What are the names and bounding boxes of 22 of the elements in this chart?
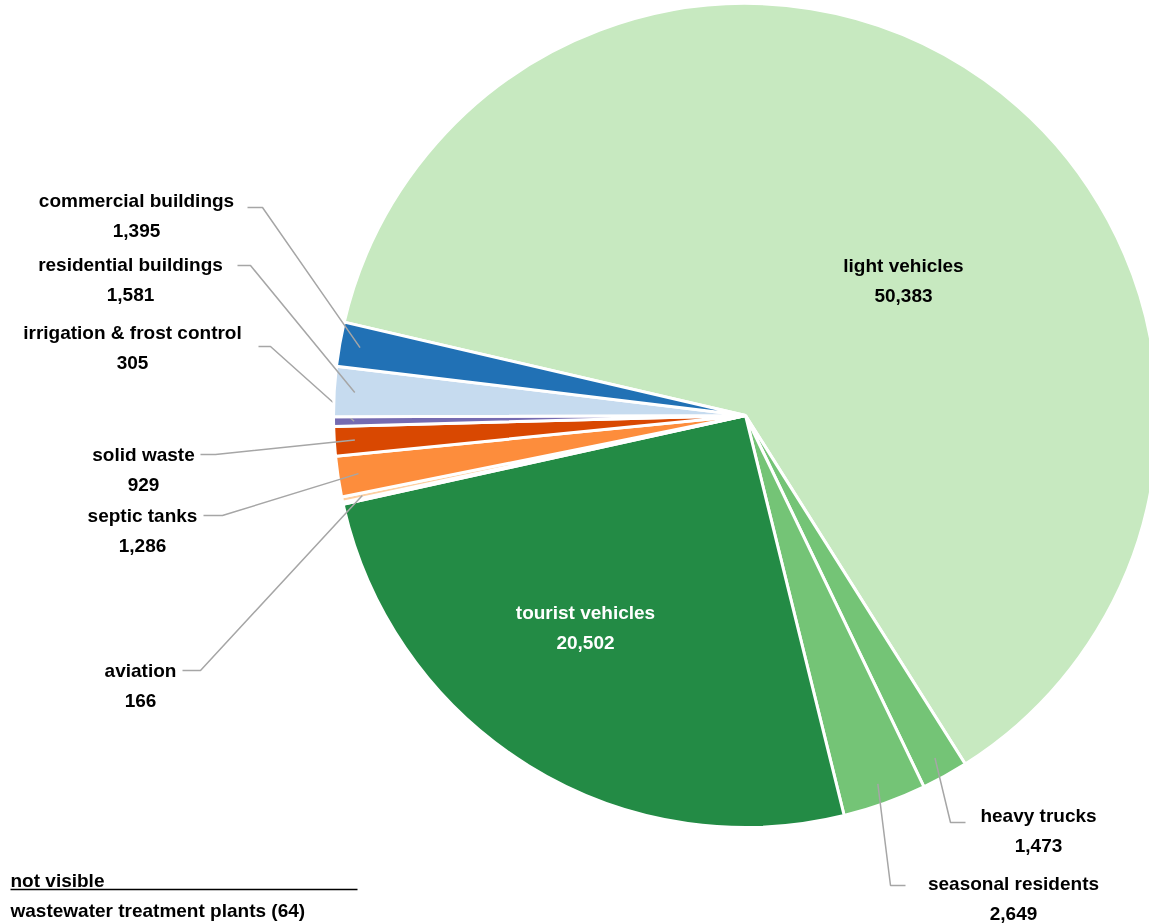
data-label: 2,649 bbox=[989, 903, 1038, 923]
slice-label: solid waste bbox=[92, 444, 195, 465]
data-label: 929 bbox=[127, 474, 160, 495]
slice-label: irrigation & frost control bbox=[23, 322, 242, 343]
data-label: 166 bbox=[124, 690, 157, 711]
slice-label: seasonal residents bbox=[927, 873, 1100, 894]
slice-label: commercial buildings bbox=[38, 190, 235, 211]
text: not visible bbox=[10, 870, 105, 891]
text: wastewater treatment plants (64) bbox=[9, 900, 306, 921]
data-label: 1,286 bbox=[118, 535, 167, 556]
slice-label: light vehicles bbox=[843, 255, 964, 276]
data-label: 1,581 bbox=[106, 284, 155, 305]
slice-label: heavy trucks bbox=[980, 805, 1097, 826]
data-label: 1,395 bbox=[112, 220, 161, 241]
slice-label: septic tanks bbox=[87, 505, 198, 526]
slice-label: residential buildings bbox=[38, 254, 223, 275]
data-label: 1,473 bbox=[1014, 835, 1063, 856]
data-label: 20,502 bbox=[556, 632, 615, 653]
data-label: 50,383 bbox=[874, 285, 933, 306]
slice-label: aviation bbox=[104, 660, 177, 681]
slice-label: tourist vehicles bbox=[515, 602, 656, 623]
data-label: 305 bbox=[116, 352, 149, 373]
